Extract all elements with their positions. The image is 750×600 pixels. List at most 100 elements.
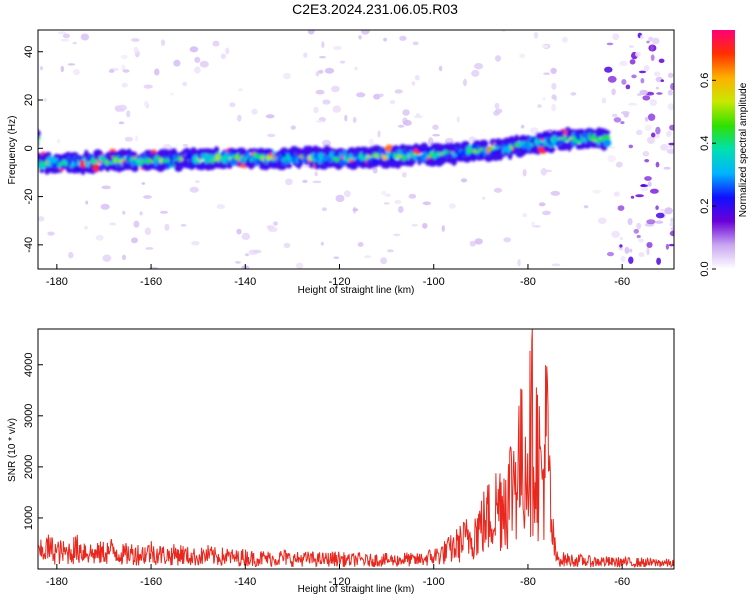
noise-blob bbox=[648, 36, 654, 42]
noise-blob bbox=[570, 92, 577, 96]
noise-blob bbox=[191, 241, 200, 246]
ridge-blob bbox=[307, 146, 314, 153]
ridge-blob bbox=[133, 164, 139, 172]
noise-blob bbox=[131, 237, 138, 244]
noise-blob bbox=[666, 130, 672, 138]
y-tick-label: 1000 bbox=[23, 506, 35, 530]
noise-blob bbox=[592, 189, 602, 194]
noise-blob bbox=[651, 132, 656, 138]
spectrogram-x-ticks: -180 -160 -140 -120 -100 -80 -60 bbox=[46, 264, 630, 288]
spectrogram-frame bbox=[37, 29, 675, 270]
y-tick-label: 3000 bbox=[23, 404, 35, 428]
noise-blob bbox=[182, 143, 188, 147]
noise-blob bbox=[422, 201, 431, 206]
noise-blob bbox=[122, 69, 130, 73]
noise-blob bbox=[141, 182, 146, 185]
spectrogram-panel: -180 -160 -140 -120 -100 -80 -60 -40 -20 0 20 40 H… bbox=[7, 29, 675, 296]
y-tick-label: -40 bbox=[23, 237, 35, 253]
noise-blob bbox=[522, 169, 527, 177]
noise-blob bbox=[611, 88, 616, 96]
noise-blob bbox=[597, 217, 607, 224]
noise-blob bbox=[642, 150, 650, 157]
noise-blob bbox=[332, 105, 342, 113]
noise-blob bbox=[164, 223, 170, 231]
noise-blob bbox=[541, 44, 550, 49]
noise-blob bbox=[154, 68, 160, 76]
noise-blob bbox=[220, 53, 226, 60]
noise-blob bbox=[67, 63, 76, 66]
x-tick-label: -60 bbox=[614, 276, 630, 288]
noise-blob bbox=[352, 116, 357, 123]
ridge-blob bbox=[536, 132, 544, 140]
noise-blob bbox=[102, 254, 112, 262]
noise-blob bbox=[653, 71, 661, 77]
noise-blob bbox=[666, 148, 674, 154]
noise-blob bbox=[655, 86, 660, 90]
noise-blob bbox=[611, 113, 618, 118]
noise-blob bbox=[520, 124, 525, 129]
noise-blob bbox=[315, 89, 325, 95]
noise-blob bbox=[619, 237, 624, 240]
noise-blob bbox=[533, 225, 541, 228]
noise-blob bbox=[143, 195, 152, 199]
noise-blob bbox=[245, 253, 249, 257]
ridge-blob bbox=[92, 164, 100, 172]
noise-blob bbox=[540, 168, 547, 176]
noise-blob bbox=[402, 109, 410, 116]
noise-blob bbox=[638, 70, 647, 74]
noise-blob bbox=[358, 35, 362, 40]
noise-blob bbox=[640, 186, 649, 192]
noise-blob bbox=[319, 56, 326, 59]
noise-blob bbox=[656, 257, 661, 265]
noise-blob bbox=[646, 219, 656, 225]
noise-blob bbox=[360, 30, 370, 35]
noise-blob bbox=[658, 58, 665, 63]
noise-blob bbox=[629, 45, 634, 48]
noise-blob bbox=[381, 190, 386, 196]
noise-blob bbox=[121, 54, 128, 60]
noise-blob bbox=[189, 46, 199, 53]
noise-blob bbox=[636, 222, 642, 230]
noise-blob bbox=[333, 256, 340, 260]
noise-blob bbox=[339, 60, 346, 64]
ridge-blob bbox=[390, 158, 396, 163]
ridge-blob bbox=[28, 130, 36, 136]
noise-blob bbox=[449, 203, 456, 209]
noise-blob bbox=[290, 125, 296, 130]
y-tick-label: 20 bbox=[23, 94, 35, 106]
spectrogram-scatter bbox=[38, 30, 674, 269]
noise-blob bbox=[180, 224, 187, 227]
noise-blob bbox=[551, 82, 557, 90]
noise-blob bbox=[302, 179, 308, 183]
ridge-blob bbox=[547, 145, 556, 154]
noise-blob bbox=[377, 130, 381, 138]
spectrogram-y-axis-label: Frequency (Hz) bbox=[7, 116, 18, 185]
noise-blob bbox=[638, 252, 645, 257]
noise-blob bbox=[474, 62, 484, 70]
noise-blob bbox=[468, 136, 476, 142]
noise-blob bbox=[47, 231, 55, 236]
noise-blob bbox=[38, 216, 45, 222]
noise-blob bbox=[162, 143, 172, 151]
noise-blob bbox=[100, 203, 110, 210]
snr-panel: -180 -160 -140 -120 -100 -80 -60 1000 2000 3000 4… bbox=[7, 328, 675, 595]
noise-blob bbox=[312, 180, 322, 184]
noise-blob bbox=[639, 89, 648, 95]
noise-blob bbox=[118, 121, 125, 125]
noise-blob bbox=[655, 212, 665, 219]
noise-blob bbox=[344, 190, 351, 198]
noise-blob bbox=[302, 165, 312, 169]
noise-blob bbox=[368, 138, 375, 146]
y-tick-label: 40 bbox=[23, 46, 35, 58]
noise-blob bbox=[636, 129, 643, 136]
noise-blob bbox=[620, 121, 625, 125]
noise-blob bbox=[493, 187, 503, 193]
noise-blob bbox=[101, 185, 111, 190]
noise-blob bbox=[195, 180, 200, 184]
noise-blob bbox=[647, 136, 655, 144]
colorbar-tick-label: 0.4 bbox=[699, 136, 711, 151]
x-tick-label: -160 bbox=[140, 576, 162, 588]
spectrogram-marks bbox=[28, 30, 674, 269]
noise-blob bbox=[389, 100, 396, 105]
noise-blob bbox=[212, 40, 220, 47]
